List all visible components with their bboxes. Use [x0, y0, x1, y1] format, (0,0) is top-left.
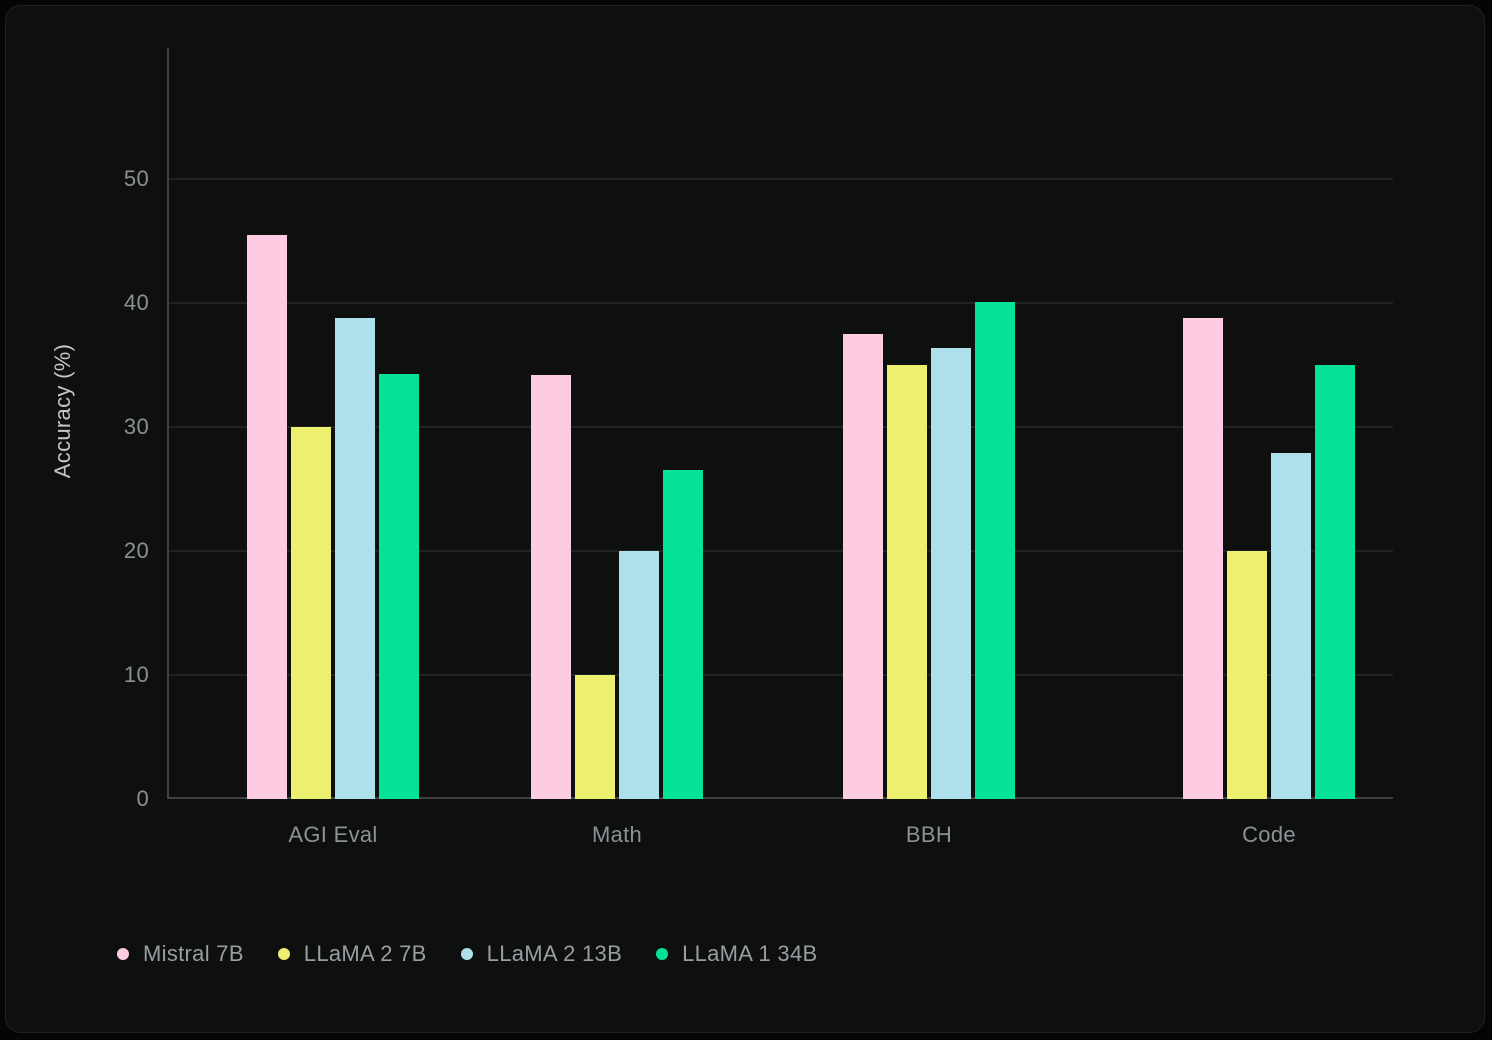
bar — [335, 318, 375, 799]
x-tick-label: Code — [1242, 822, 1296, 847]
bar — [663, 470, 703, 799]
gridline — [167, 674, 1393, 676]
legend-item-label: LLaMA 1 34B — [682, 941, 818, 966]
plot-area — [167, 48, 1393, 799]
bar — [531, 375, 571, 799]
legend-item[interactable]: LLaMA 2 13B — [460, 941, 623, 967]
legend-item-label: LLaMA 2 13B — [486, 941, 623, 966]
y-axis-title: Accuracy (%) — [50, 343, 75, 479]
bar — [843, 334, 883, 799]
legend-item-label: Mistral 7B — [143, 941, 244, 966]
bar — [619, 551, 659, 799]
bar — [975, 302, 1015, 799]
bar — [291, 427, 331, 799]
y-axis-line — [167, 48, 169, 799]
x-tick-label: BBH — [905, 822, 953, 847]
legend-item[interactable]: LLaMA 2 7B — [277, 941, 427, 967]
bar — [887, 365, 927, 799]
bar — [1271, 453, 1311, 799]
y-tick-label: 30 — [123, 414, 149, 439]
legend-swatch-icon — [277, 948, 290, 960]
y-tick-label: 50 — [123, 166, 149, 191]
legend-swatch-icon — [656, 948, 669, 960]
y-tick-label: 10 — [123, 662, 149, 687]
legend-item[interactable]: LLaMA 1 34B — [656, 941, 817, 967]
legend-swatch-icon — [117, 948, 129, 960]
y-tick-label: 20 — [123, 538, 149, 563]
bar — [1183, 318, 1223, 799]
bar — [379, 374, 419, 799]
legend-item-label: LLaMA 2 7B — [303, 941, 427, 966]
legend-item[interactable]: Mistral 7B — [117, 941, 244, 967]
legend-swatch-icon — [460, 948, 473, 960]
y-tick-label: 40 — [123, 290, 149, 315]
bar — [1227, 551, 1267, 799]
gridline — [167, 302, 1393, 304]
bar — [931, 348, 971, 799]
bar — [247, 235, 287, 799]
gridline — [167, 178, 1393, 180]
bar — [1315, 365, 1355, 799]
gridline — [167, 550, 1393, 552]
gridline — [167, 426, 1393, 428]
x-tick-label: AGI Eval — [288, 822, 378, 847]
chart-card: Accuracy (%) 0 10 20 30 40 50 AGI Eval Math BBH… — [5, 5, 1485, 1033]
legend: Mistral 7B LLaMA 2 7B LLaMA 2 13B LLaMA 1 3… — [117, 941, 817, 967]
bar — [575, 675, 615, 799]
x-axis-line — [167, 797, 1393, 799]
x-tick-label: Math — [591, 822, 643, 847]
y-tick-label: 0 — [136, 786, 149, 811]
